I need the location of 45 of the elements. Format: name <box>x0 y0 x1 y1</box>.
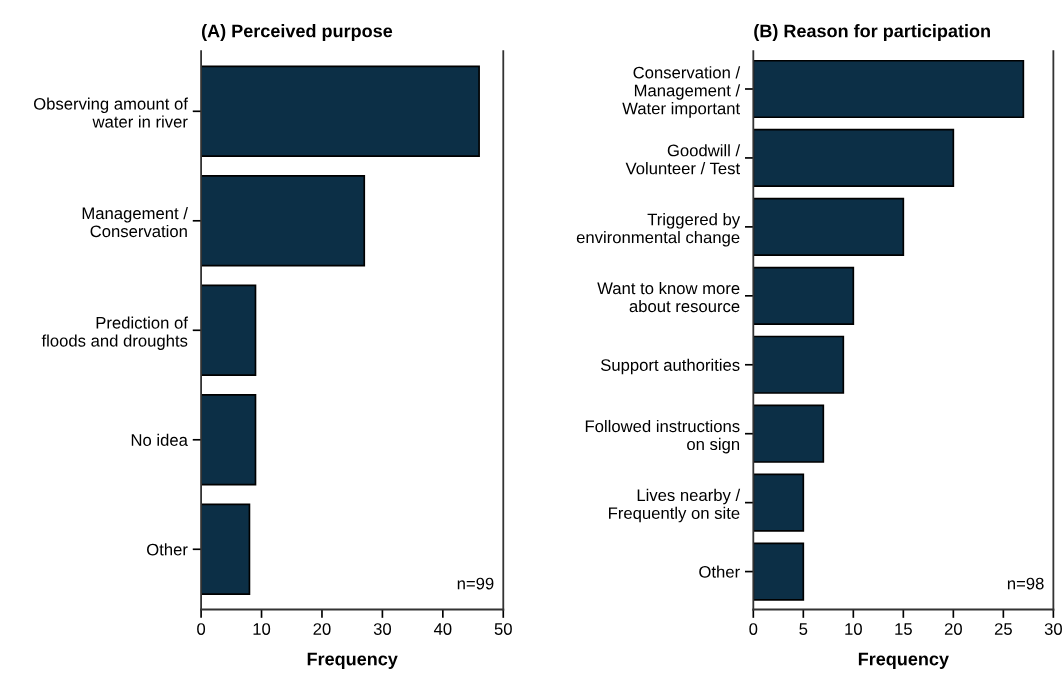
bar <box>753 542 805 601</box>
annotation: n=98 <box>1007 577 1044 590</box>
y-tick-label: No idea <box>131 433 188 446</box>
x-tick-label: 20 <box>313 623 331 635</box>
y-tick-label: Goodwill / Volunteer / Test <box>625 144 741 175</box>
bar <box>753 128 955 188</box>
x-tick-label: 40 <box>433 623 452 635</box>
bar <box>753 266 855 325</box>
y-tick-label: Other <box>147 543 188 556</box>
x-axis-title: Frequency <box>858 652 949 669</box>
x-tick-label: 15 <box>895 623 912 635</box>
y-tick-label: Management / Conservation <box>82 206 188 238</box>
bar <box>753 197 905 256</box>
y-tick-label: Followed instructions on sign <box>585 419 740 454</box>
x-axis-title: Frequency <box>307 652 398 669</box>
x-tick-label: 0 <box>749 623 758 635</box>
x-tick-label: 30 <box>373 623 392 635</box>
annotation: n=99 <box>457 577 494 590</box>
y-tick-label: Other <box>699 565 740 578</box>
x-tick-label: 10 <box>253 623 271 635</box>
x-tick-label: 30 <box>1044 623 1062 635</box>
x-tick-label: 10 <box>845 623 862 635</box>
bar <box>201 503 251 596</box>
y-tick-label: Triggered by environmental change <box>576 213 741 247</box>
bar <box>201 394 257 486</box>
chart-title: (A) Perceived purpose <box>202 24 393 41</box>
x-tick-label: 5 <box>799 623 808 635</box>
bar <box>201 284 257 377</box>
x-tick-label: 20 <box>944 623 962 635</box>
y-tick-label: Conservation / Management / Water important <box>622 66 741 118</box>
chart-title: (B) Reason for participation <box>754 24 990 41</box>
x-tick-label: 0 <box>197 623 206 635</box>
bar <box>201 175 366 267</box>
bar <box>753 335 845 394</box>
bar <box>753 473 805 532</box>
x-tick-label: 50 <box>494 623 512 635</box>
y-tick-label: Want to know more about resource <box>597 282 740 313</box>
bar <box>753 404 825 463</box>
y-tick-label: Support authorities <box>600 358 740 375</box>
x-tick-label: 25 <box>994 623 1012 635</box>
y-tick-label: Prediction of floods and droughts <box>41 316 188 350</box>
bar <box>201 65 480 158</box>
y-tick-label: Lives nearby / Frequently on site <box>609 488 741 523</box>
bar <box>753 59 1025 119</box>
y-tick-label: Observing amount of water in river <box>33 97 188 128</box>
